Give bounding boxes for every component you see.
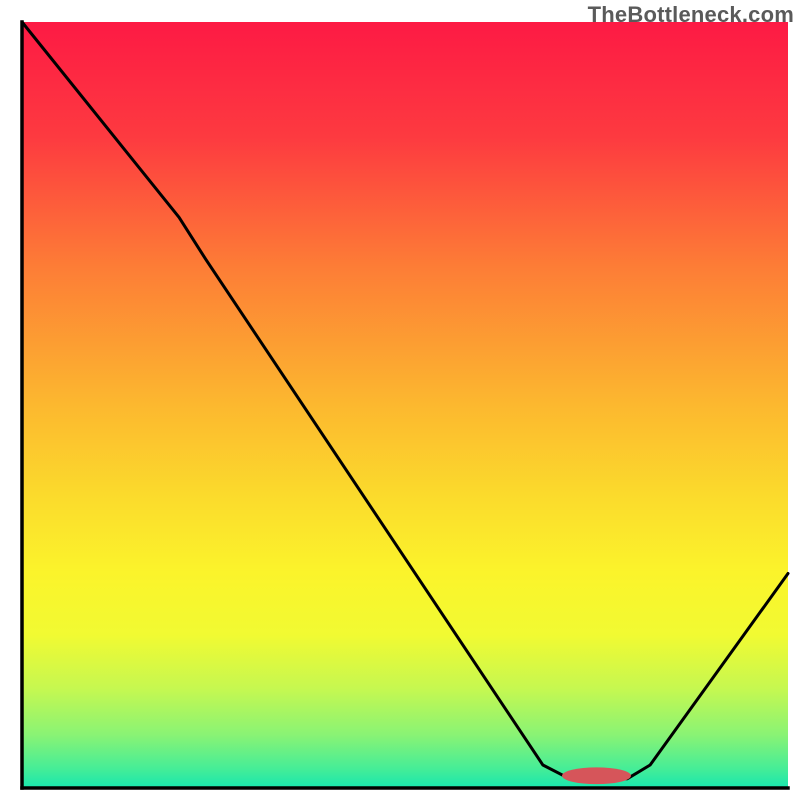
- bottleneck-chart: TheBottleneck.com: [0, 0, 800, 800]
- watermark-label: TheBottleneck.com: [588, 2, 794, 28]
- optimal-marker: [562, 767, 631, 784]
- chart-svg: [0, 0, 800, 800]
- gradient-background: [22, 22, 788, 788]
- plot-area: [22, 22, 788, 788]
